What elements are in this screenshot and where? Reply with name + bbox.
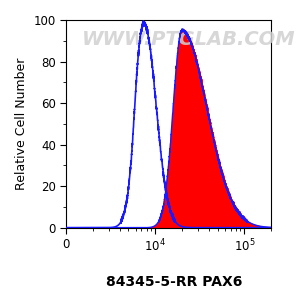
Text: WWW.PTGLAB.COM: WWW.PTGLAB.COM: [82, 30, 296, 49]
Text: 84345-5-RR PAX6: 84345-5-RR PAX6: [106, 275, 242, 289]
Y-axis label: Relative Cell Number: Relative Cell Number: [15, 58, 28, 190]
